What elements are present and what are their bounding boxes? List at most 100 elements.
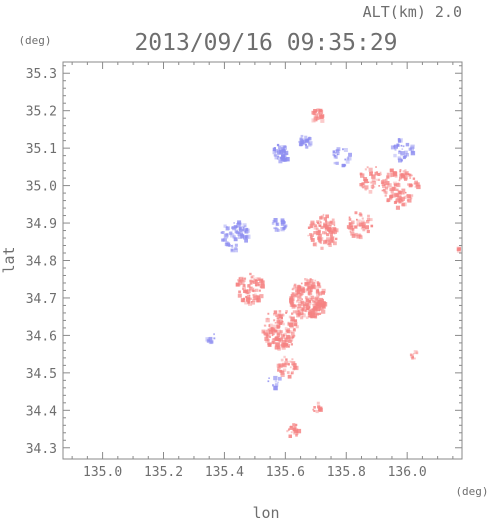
echo-cell: [278, 310, 282, 313]
echo-cell: [319, 109, 322, 112]
echo-cell: [278, 148, 281, 151]
echo-cell: [249, 297, 253, 300]
echo-cell: [237, 279, 240, 282]
echo-cell: [295, 287, 298, 290]
echo-cell: [278, 363, 283, 368]
echo-cell: [251, 275, 255, 278]
echo-cell: [412, 177, 416, 180]
echo-cell: [287, 374, 292, 379]
echo-cell: [246, 295, 251, 299]
echo-cell: [273, 227, 276, 230]
echo-cell: [398, 198, 403, 203]
echo-cell: [287, 345, 290, 348]
echo-cell: [291, 331, 295, 336]
echo-cell: [337, 153, 339, 156]
echo-cell: [291, 312, 294, 315]
echo-cell: [282, 343, 287, 347]
echo-cell: [305, 282, 308, 285]
echo-cell: [238, 279, 243, 283]
echo-cell: [231, 245, 234, 248]
echo-cell: [257, 277, 261, 281]
echo-cell: [356, 218, 358, 221]
echo-cell: [238, 234, 243, 239]
echo-cell: [347, 156, 352, 161]
echo-cell: [289, 324, 294, 329]
echo-cell: [402, 170, 405, 173]
echo-cell: [393, 153, 397, 158]
echo-cell: [254, 293, 257, 297]
echo-cell: [318, 302, 322, 306]
echo-cell: [401, 202, 406, 207]
echo-cell: [370, 224, 374, 228]
echo-cell: [276, 317, 280, 320]
echo-cell: [313, 300, 317, 304]
echo-cell: [327, 227, 333, 233]
echo-cell: [291, 288, 294, 291]
echo-cell: [253, 278, 255, 280]
echo-cell: [354, 211, 358, 215]
echo-cell: [291, 335, 295, 339]
echo-cell: [275, 221, 278, 224]
echo-cell: [364, 185, 369, 190]
echo-cell: [386, 172, 390, 176]
echo-cell: [222, 239, 225, 242]
echo-cell: [354, 232, 358, 237]
echo-cell: [335, 152, 337, 154]
echo-cell: [308, 141, 313, 146]
echo-cell: [290, 371, 294, 375]
echo-cell: [305, 303, 308, 307]
echo-cell: [380, 173, 382, 176]
echo-cell: [289, 366, 292, 369]
echo-cell: [247, 284, 251, 288]
echo-cell: [315, 227, 319, 231]
echo-cell: [394, 174, 398, 178]
echo-cell: [238, 277, 241, 279]
echo-cell: [317, 237, 322, 242]
echo-cell: [290, 316, 295, 321]
echo-cell: [329, 237, 333, 241]
echo-cell: [274, 380, 277, 383]
echo-cell: [289, 322, 294, 327]
echo-cell: [245, 235, 249, 239]
echo-cell: [293, 366, 297, 370]
echo-cell: [241, 228, 244, 232]
echo-cell: [309, 298, 313, 301]
echo-cell: [335, 237, 338, 241]
echo-cell: [343, 148, 348, 152]
echo-cell: [397, 182, 400, 185]
echo-cell: [313, 222, 316, 225]
echo-cell: [393, 144, 398, 149]
echo-cell: [316, 307, 320, 312]
echo-cell: [356, 223, 360, 227]
echo-cell: [230, 248, 234, 252]
echo-cell: [251, 289, 254, 292]
echo-cell: [234, 229, 238, 233]
echo-cell: [315, 302, 320, 307]
echo-cell: [241, 229, 243, 232]
echo-cell: [394, 183, 398, 187]
echo-cell: [379, 171, 382, 174]
echo-cell: [271, 222, 275, 225]
echo-cell: [264, 336, 269, 341]
y-tick-label: 35.2: [26, 105, 57, 120]
echo-cell: [298, 314, 301, 317]
echo-cell: [320, 306, 324, 311]
echo-cell: [308, 143, 312, 147]
echo-cell: [293, 283, 297, 287]
echo-cell: [359, 183, 363, 187]
echo-cell: [268, 324, 271, 326]
echo-cell: [317, 291, 319, 294]
echo-cell: [350, 231, 355, 236]
echo-cell: [318, 408, 322, 412]
echo-cell: [387, 183, 392, 188]
echo-cell: [273, 386, 278, 391]
echo-cell: [404, 150, 408, 155]
echo-cell: [225, 227, 230, 231]
echo-cell: [348, 222, 352, 226]
echo-cell: [268, 377, 270, 379]
x-tick-label: 135.0: [83, 465, 122, 480]
echo-cell: [296, 307, 300, 310]
echo-cell: [359, 222, 363, 227]
echo-cell: [413, 182, 416, 185]
echo-cell: [335, 156, 338, 159]
